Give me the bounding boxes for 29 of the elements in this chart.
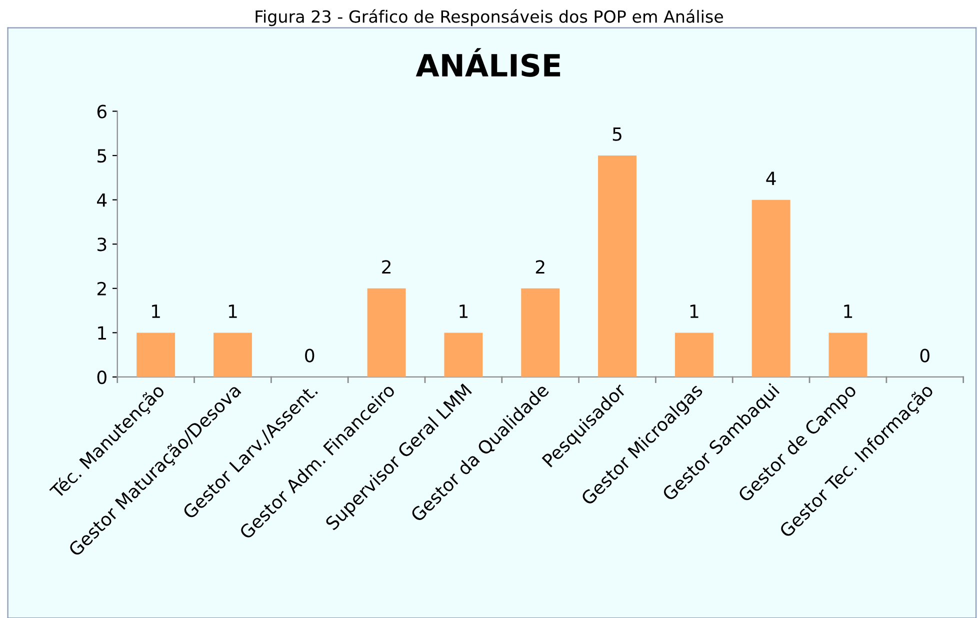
- y-tick-label: 6: [97, 104, 106, 118]
- data-label: 1: [152, 304, 160, 318]
- y-tick-label: 0: [97, 370, 106, 384]
- data-label: 5: [612, 128, 622, 141]
- bar: [828, 332, 868, 377]
- bar: [521, 288, 560, 377]
- y-tick-label: 3: [98, 238, 106, 252]
- y-tick-label: 4: [97, 194, 107, 207]
- y-tick-label: 1: [98, 326, 106, 340]
- bar: [752, 200, 790, 377]
- bar: [444, 332, 483, 377]
- data-label: 1: [228, 304, 237, 318]
- bar: [213, 332, 252, 377]
- data-label: 2: [382, 260, 390, 274]
- data-label: 0: [920, 348, 930, 362]
- data-label: 1: [690, 304, 698, 318]
- bar: [598, 156, 636, 377]
- y-tick-label: 5: [98, 149, 106, 163]
- data-label: 2: [536, 260, 544, 274]
- chart-title: ANÁLISE: [416, 48, 560, 77]
- bar: [674, 332, 714, 377]
- text: Figura 23 - Gráfico de Responsáveis dos POP em Análise: [256, 9, 723, 26]
- data-label: 0: [305, 348, 314, 362]
- data-label: 1: [460, 304, 468, 318]
- bar: [136, 332, 176, 377]
- data-label: 1: [844, 304, 852, 318]
- bar: [367, 288, 406, 377]
- y-tick-label: 2: [97, 282, 106, 296]
- data-label: 4: [766, 172, 776, 185]
